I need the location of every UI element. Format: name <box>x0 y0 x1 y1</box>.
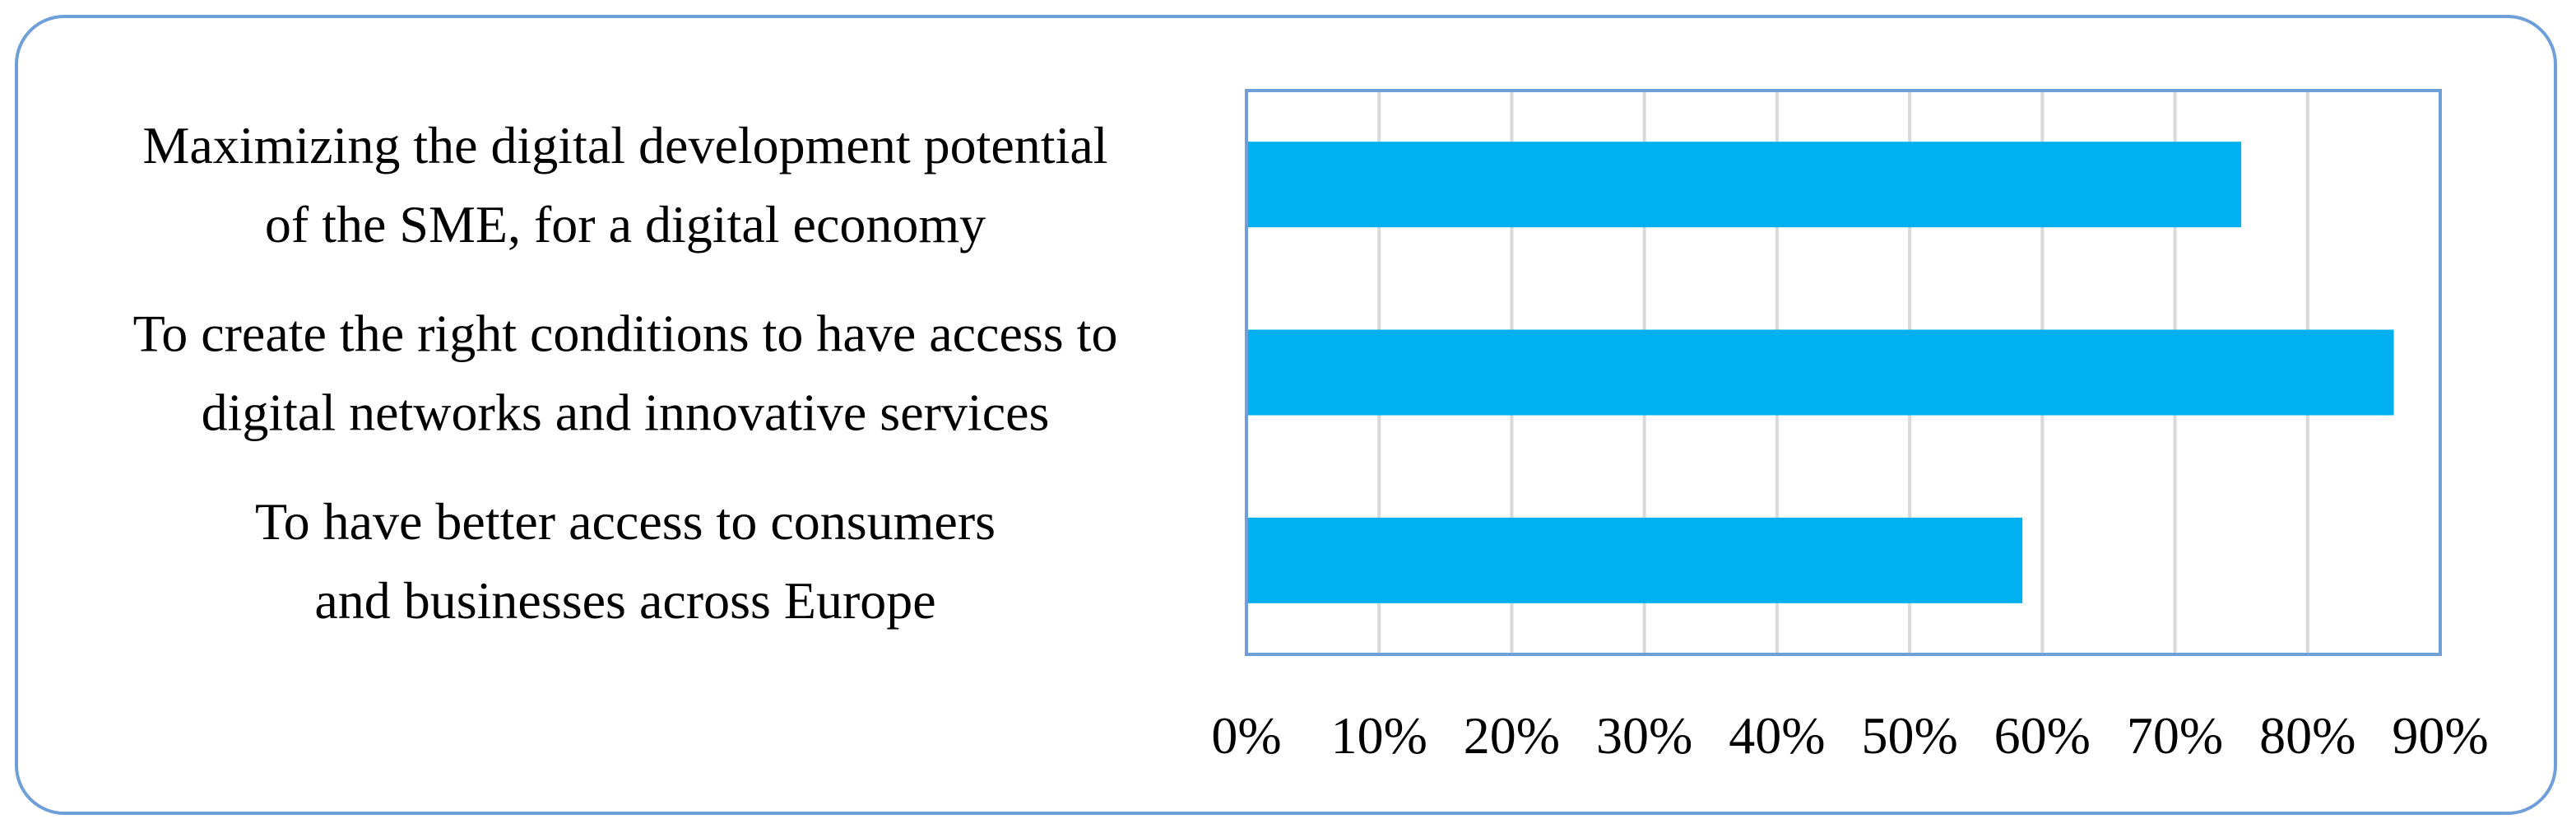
category-label-line: and businesses across Europe <box>314 571 935 630</box>
x-tick-label: 90% <box>2392 706 2488 765</box>
x-tick-label: 50% <box>1861 706 1957 765</box>
bar <box>1248 329 2394 416</box>
x-tick-label: 20% <box>1464 706 1560 765</box>
x-tick-label: 40% <box>1729 706 1825 765</box>
category-label: To have better access to consumers and bu… <box>255 492 996 630</box>
x-tick-label: 70% <box>2127 706 2223 765</box>
category-label: Maximizing the digital development poten… <box>142 116 1107 254</box>
x-tick-label: 30% <box>1596 706 1692 765</box>
x-tick-label: 60% <box>1994 706 2091 765</box>
category-label-line: Maximizing the digital development poten… <box>142 116 1107 175</box>
category-label-line: To have better access to consumers <box>255 492 996 551</box>
x-tick-label: 80% <box>2259 706 2356 765</box>
x-tick-label: 0% <box>1211 706 1281 765</box>
category-label-line: of the SME, for a digital economy <box>265 195 986 254</box>
category-label-line: digital networks and innovative services <box>202 384 1050 442</box>
plot-area-border <box>1245 89 2442 656</box>
category-label: To create the right conditions to have a… <box>133 305 1118 442</box>
x-axis-tick-labels: 0% 10% 20% 30% 40% 50% 60% 70% 80% 90% <box>1211 706 2488 765</box>
category-label-line: To create the right conditions to have a… <box>133 305 1118 363</box>
category-labels: Maximizing the digital development poten… <box>133 116 1118 630</box>
x-tick-label: 10% <box>1331 706 1427 765</box>
bar <box>1248 517 2023 603</box>
bar <box>1248 142 2242 228</box>
bars <box>1248 142 2394 603</box>
